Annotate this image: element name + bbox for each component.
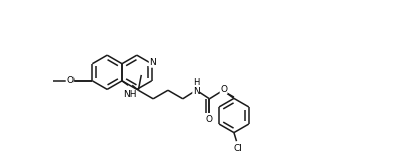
Text: Cl: Cl bbox=[234, 144, 242, 153]
Text: NH: NH bbox=[123, 90, 137, 99]
Text: H: H bbox=[193, 78, 199, 87]
Text: O: O bbox=[206, 115, 213, 124]
Text: N: N bbox=[149, 58, 156, 67]
Text: O: O bbox=[67, 76, 74, 85]
Text: N: N bbox=[193, 87, 199, 96]
Text: O: O bbox=[220, 84, 227, 94]
Text: O: O bbox=[66, 76, 73, 85]
